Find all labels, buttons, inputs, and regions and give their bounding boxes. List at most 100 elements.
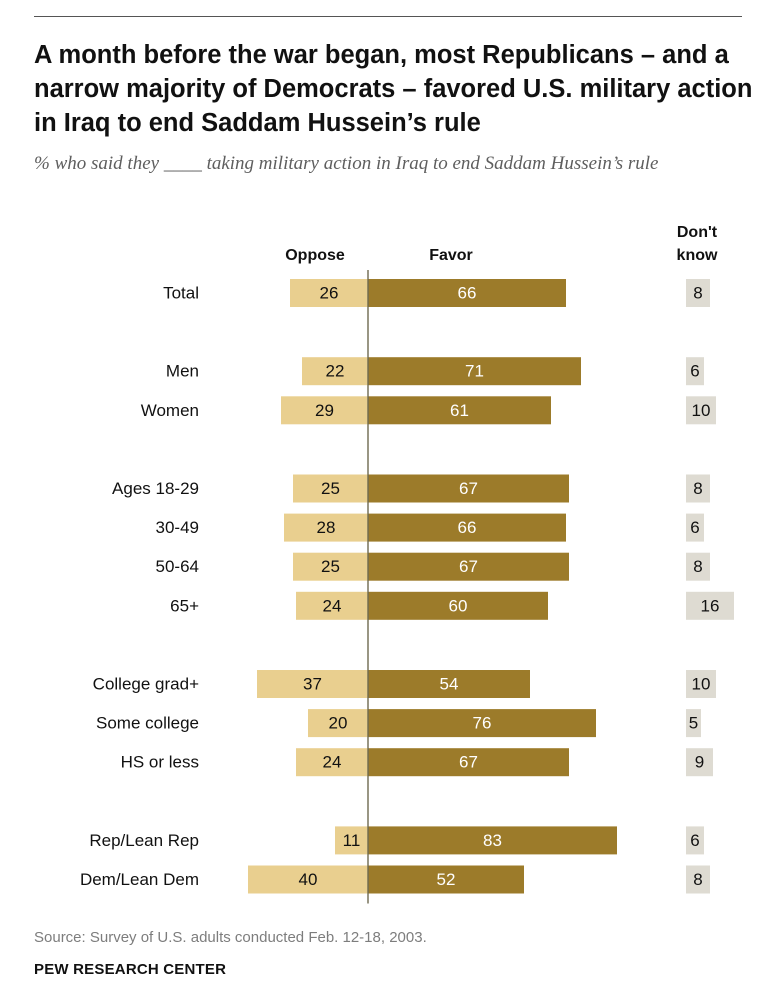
chart-row-50-64: 50-64 25 67 8 — [156, 552, 710, 581]
favor-bar-women — [368, 396, 551, 425]
dont-know-bar-rep-lean-rep — [686, 826, 704, 855]
chart-row-65: 65+ 24 60 16 — [170, 591, 734, 620]
favor-value-50-64: 67 — [459, 557, 478, 576]
category-label-hs-or-less: HS or less — [121, 753, 199, 772]
top-rule — [34, 16, 742, 17]
dont-know-value-college-grad: 10 — [692, 675, 711, 694]
chart-row-college-grad: College grad+ 37 54 10 — [93, 670, 716, 698]
oppose-value-some-college: 20 — [329, 714, 348, 733]
category-label-women: Women — [141, 401, 199, 420]
favor-value-rep-lean-rep: 83 — [483, 831, 502, 850]
dont-know-value-50-64: 8 — [693, 557, 702, 576]
oppose-value-total: 26 — [320, 284, 339, 303]
favor-bar-dem-lean-dem — [368, 865, 524, 894]
favor-bar-65 — [368, 591, 548, 620]
oppose-value-rep-lean-rep: 11 — [343, 831, 361, 850]
favor-bar-hs-or-less — [368, 748, 569, 777]
oppose-bar-college-grad — [257, 670, 368, 698]
category-label-30-49: 30-49 — [156, 518, 199, 537]
oppose-value-65: 24 — [323, 596, 342, 615]
favor-value-total: 66 — [458, 284, 477, 303]
dont-know-value-ages-18-29: 8 — [693, 479, 702, 498]
oppose-value-ages-18-29: 25 — [321, 479, 340, 498]
favor-value-hs-or-less: 67 — [459, 753, 478, 772]
dont-know-value-men: 6 — [690, 362, 699, 381]
dont-know-bar-men — [686, 357, 704, 386]
oppose-value-college-grad: 37 — [303, 675, 322, 694]
source-note: Source: Survey of U.S. adults conducted … — [34, 929, 427, 946]
dont-know-value-hs-or-less: 9 — [695, 753, 704, 772]
chart-row-ages-18-29: Ages 18-29 25 67 8 — [112, 474, 710, 503]
dont-know-value-dem-lean-dem: 8 — [693, 870, 702, 889]
favor-bar-some-college — [368, 709, 596, 738]
oppose-bar-hs-or-less — [296, 748, 368, 777]
dont-know-bar-ages-18-29 — [686, 474, 710, 503]
favor-value-some-college: 76 — [473, 714, 492, 733]
chart-row-30-49: 30-49 28 66 6 — [156, 513, 704, 542]
chart-row-some-college: Some college 20 76 5 — [96, 709, 701, 738]
dont-know-value-65: 16 — [701, 596, 720, 615]
dont-know-column-header-line2: know — [677, 247, 718, 264]
category-label-ages-18-29: Ages 18-29 — [112, 479, 199, 498]
category-label-dem-lean-dem: Dem/Lean Dem — [80, 870, 199, 889]
dont-know-value-30-49: 6 — [690, 518, 699, 537]
oppose-bar-total — [290, 279, 368, 307]
dont-know-bar-women — [686, 396, 716, 425]
dont-know-bar-30-49 — [686, 513, 704, 542]
chart-row-men: Men 22 71 6 — [166, 357, 704, 386]
chart-row-women: Women 29 61 10 — [141, 396, 716, 425]
oppose-value-dem-lean-dem: 40 — [299, 870, 318, 889]
chart-row-total: Total 26 66 8 — [163, 279, 710, 307]
favor-bar-college-grad — [368, 670, 530, 698]
favor-value-dem-lean-dem: 52 — [437, 870, 456, 889]
dont-know-value-rep-lean-rep: 6 — [690, 831, 699, 850]
dont-know-bar-50-64 — [686, 552, 710, 581]
oppose-value-50-64: 25 — [321, 557, 340, 576]
dont-know-bar-hs-or-less — [686, 748, 713, 777]
category-label-some-college: Some college — [96, 714, 199, 733]
favor-value-65: 60 — [449, 596, 468, 615]
category-label-65: 65+ — [170, 596, 199, 615]
dont-know-bar-total — [686, 279, 710, 307]
category-label-men: Men — [166, 362, 199, 381]
chart-row-dem-lean-dem: Dem/Lean Dem 40 52 8 — [80, 865, 710, 894]
dont-know-value-women: 10 — [692, 401, 711, 420]
dont-know-value-total: 8 — [693, 284, 702, 303]
category-label-rep-lean-rep: Rep/Lean Rep — [89, 831, 199, 850]
favor-bar-50-64 — [368, 552, 569, 581]
oppose-bar-50-64 — [293, 552, 368, 581]
chart-row-rep-lean-rep: Rep/Lean Rep 11 83 6 — [89, 826, 704, 855]
organization-name: PEW RESEARCH CENTER — [34, 961, 227, 978]
chart-row-hs-or-less: HS or less 24 67 9 — [121, 748, 713, 777]
oppose-column-header: Oppose — [285, 247, 345, 264]
oppose-bar-some-college — [308, 709, 368, 738]
dont-know-bar-65 — [686, 591, 734, 620]
dont-know-column-header-line1: Don't — [677, 224, 718, 241]
oppose-value-men: 22 — [326, 362, 345, 381]
oppose-value-women: 29 — [315, 401, 334, 420]
category-label-total: Total — [163, 284, 199, 303]
oppose-value-30-49: 28 — [317, 518, 336, 537]
oppose-bar-ages-18-29 — [293, 474, 368, 503]
oppose-bar-30-49 — [284, 513, 368, 542]
favor-value-30-49: 66 — [458, 518, 477, 537]
category-label-college-grad: College grad+ — [93, 675, 199, 694]
favor-value-women: 61 — [450, 401, 469, 420]
dont-know-bar-some-college — [686, 709, 701, 738]
oppose-value-hs-or-less: 24 — [323, 753, 342, 772]
favor-bar-30-49 — [368, 513, 566, 542]
oppose-bar-dem-lean-dem — [248, 865, 368, 894]
chart-title: A month before the war began, most Repub… — [34, 41, 753, 137]
favor-bar-ages-18-29 — [368, 474, 569, 503]
dont-know-bar-college-grad — [686, 670, 716, 698]
oppose-bar-65 — [296, 591, 368, 620]
favor-value-men: 71 — [465, 362, 484, 381]
chart-subtitle: % who said they ____ taking military act… — [34, 153, 659, 174]
category-label-50-64: 50-64 — [156, 557, 199, 576]
dont-know-value-some-college: 5 — [689, 714, 698, 733]
oppose-bar-rep-lean-rep — [335, 826, 368, 855]
dont-know-bar-dem-lean-dem — [686, 865, 710, 894]
favor-bar-rep-lean-rep — [368, 826, 617, 855]
